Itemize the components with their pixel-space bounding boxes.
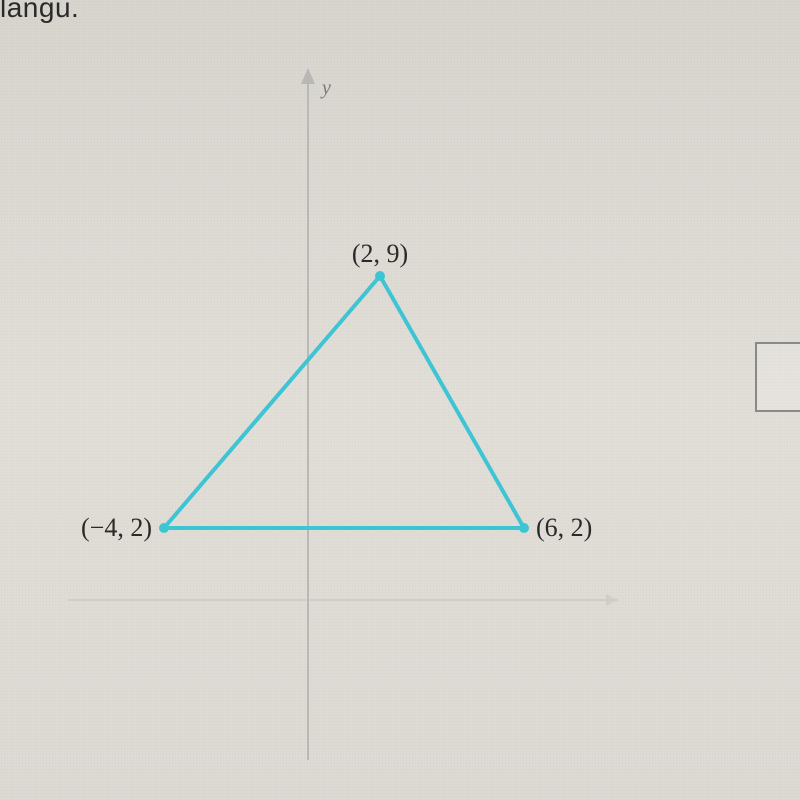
vertex-A [159,523,169,533]
x-axis-arrow [606,594,618,606]
answer-box-fragment[interactable] [755,342,800,412]
vertex-B [519,523,529,533]
vertex-C-label: (2, 9) [352,239,408,268]
cropped-header-text: langu. [0,0,79,24]
vertex-A-label: (−4, 2) [81,513,152,542]
vertex-B-label: (6, 2) [536,513,592,542]
triangle-shape [164,276,524,528]
y-axis-arrow [301,68,315,84]
vertex-C [375,271,385,281]
y-axis-label: y [320,77,331,99]
triangle-coordinate-plot: y (−4, 2) (6, 2) (2, 9) [58,60,648,780]
